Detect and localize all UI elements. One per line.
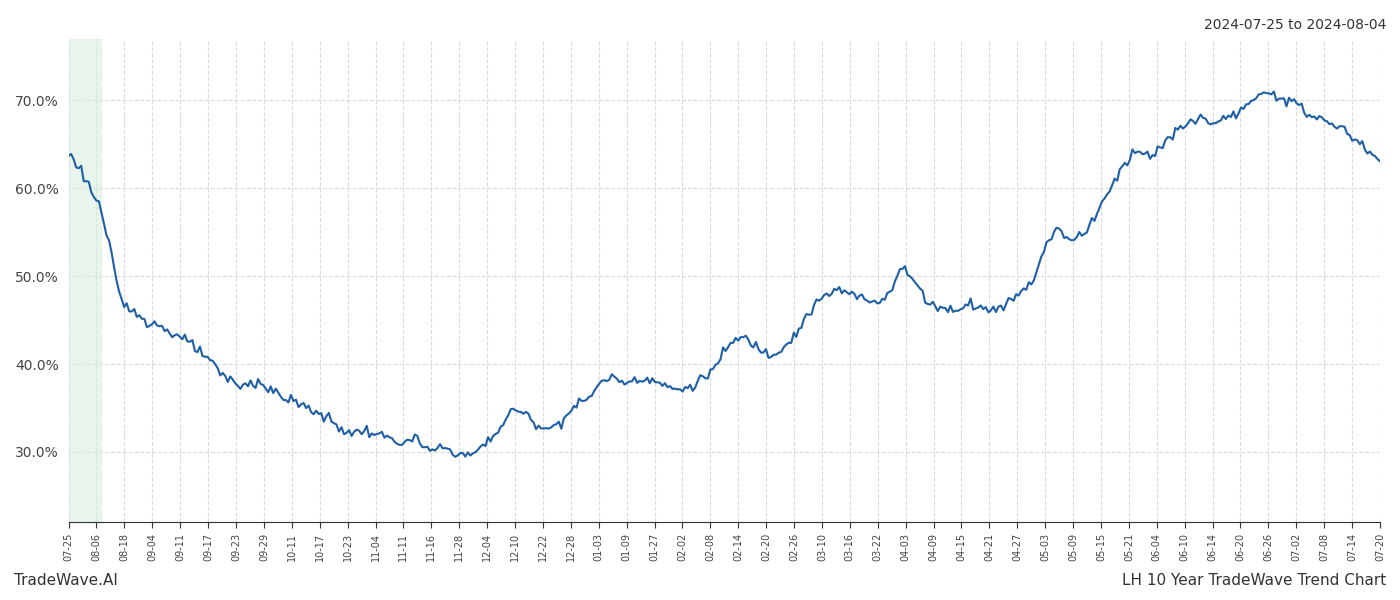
Text: LH 10 Year TradeWave Trend Chart: LH 10 Year TradeWave Trend Chart xyxy=(1121,573,1386,588)
Text: TradeWave.AI: TradeWave.AI xyxy=(14,573,118,588)
Bar xyxy=(69,39,101,522)
Text: 2024-07-25 to 2024-08-04: 2024-07-25 to 2024-08-04 xyxy=(1204,18,1386,32)
